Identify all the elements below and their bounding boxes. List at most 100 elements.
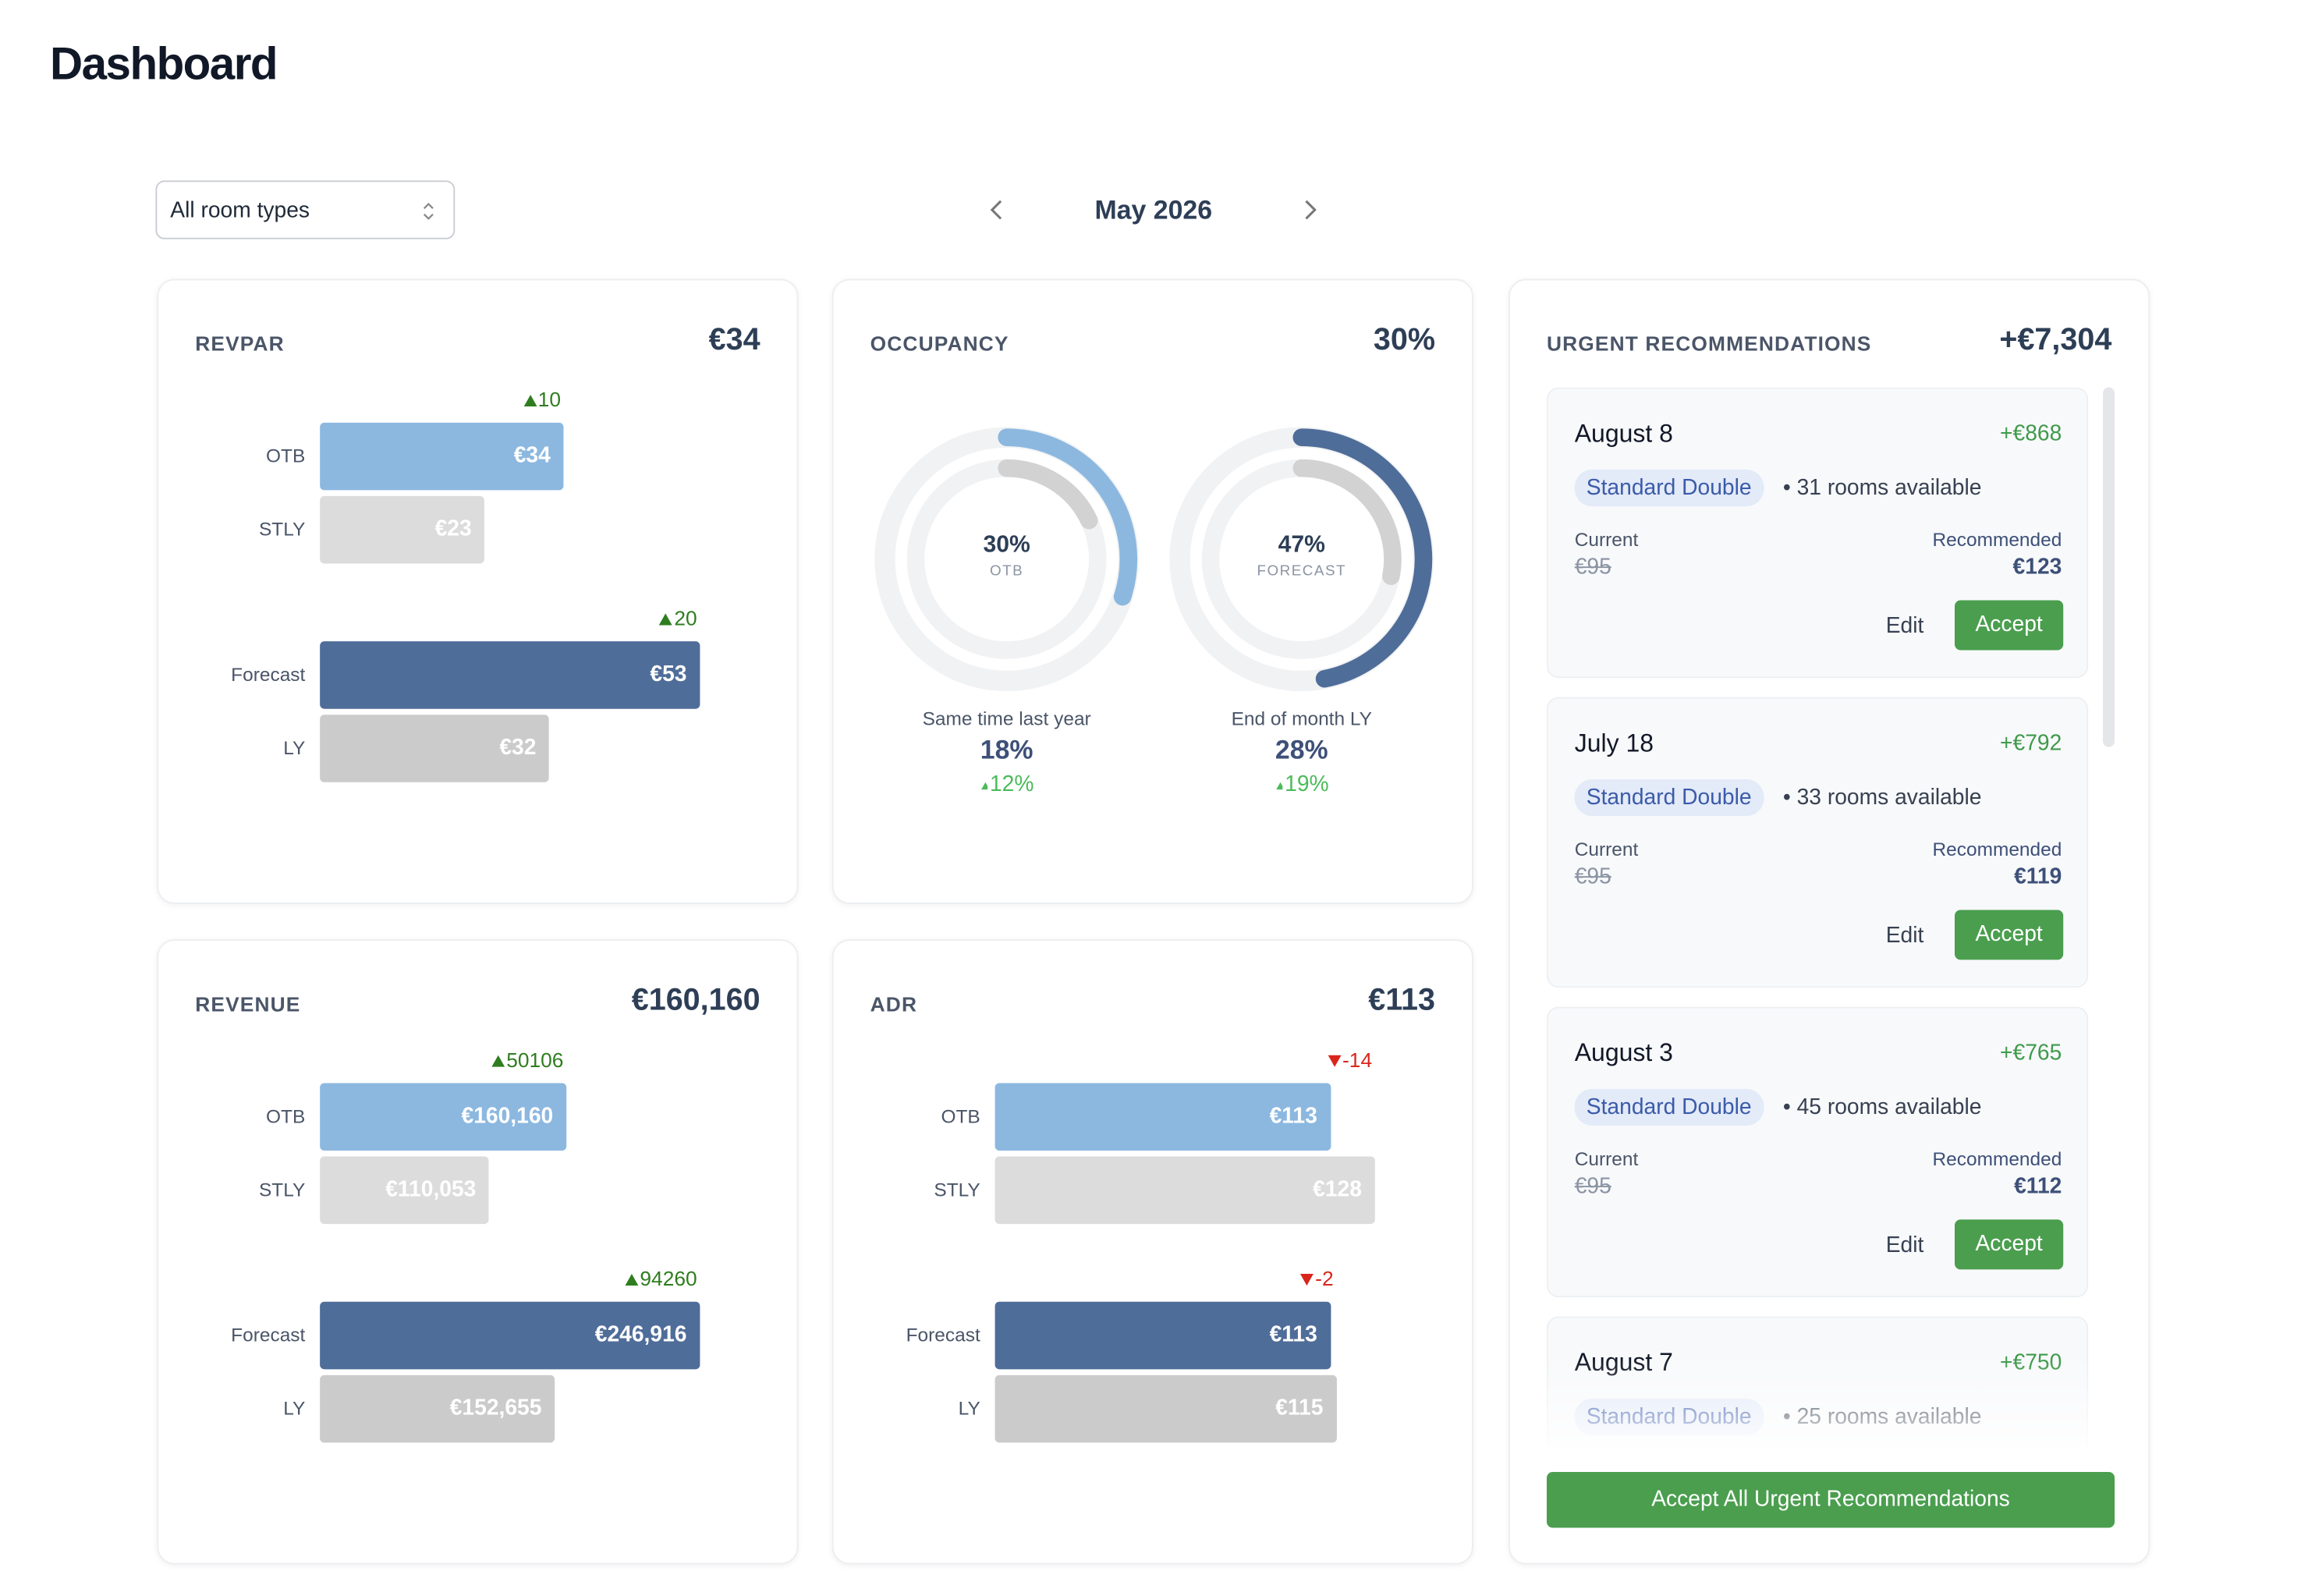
bar-label: STLY: [258, 518, 306, 541]
bar: €32: [320, 715, 550, 782]
edit-button[interactable]: Edit: [1885, 613, 1924, 639]
bar: €152,655: [320, 1374, 555, 1443]
trend-icon: [1328, 1054, 1342, 1066]
bar-value: €152,655: [449, 1396, 542, 1421]
metric-card: ADR €113 -14 OTB €113 STLY €128 -2 Forecast €113 L…: [831, 939, 1473, 1565]
bar: €110,053: [320, 1156, 490, 1225]
bar-value: €113: [1269, 1103, 1317, 1129]
card-total: €34: [708, 322, 760, 357]
accept-button[interactable]: Accept: [1954, 600, 2064, 651]
bar-value: €113: [1269, 1322, 1317, 1348]
current-label: Current: [1574, 838, 1639, 860]
item-date: August 3: [1574, 1039, 1673, 1067]
bar-value: €34: [513, 443, 551, 469]
trend-icon: [1277, 781, 1284, 789]
bar-value: €110,053: [385, 1176, 477, 1202]
delta-value: -14: [1342, 1048, 1373, 1072]
card-total: €113: [1368, 983, 1435, 1017]
delta-row: 20: [659, 606, 697, 630]
item-gain: +€868: [2000, 420, 2062, 446]
delta: 10: [523, 388, 561, 411]
item-date: August 8: [1574, 420, 1673, 448]
bar-label: Forecast: [906, 1324, 980, 1346]
bar-value: €53: [650, 661, 687, 687]
gauge-value: 30%: [983, 532, 1030, 558]
recommendation-item: August 8 +€868 Standard Double • 31 rooms a…: [1546, 387, 2089, 679]
metric-card: OCCUPANCY 30% 30% OTB Same time last year 18%…: [831, 278, 1473, 904]
gauge-caption: OTB: [990, 563, 1024, 580]
recommended-label: Recommended: [1932, 838, 2062, 860]
current-label: Current: [1574, 1147, 1639, 1170]
gauge-compare-arc: [998, 459, 1098, 530]
bar: €34: [320, 422, 564, 491]
edit-button[interactable]: Edit: [1885, 1232, 1924, 1258]
trend-icon: [491, 1054, 505, 1066]
next-month[interactable]: [1302, 198, 1320, 222]
item-date: July 18: [1574, 729, 1654, 757]
bar-label: Forecast: [231, 1324, 306, 1346]
room-tag: Standard Double: [1574, 1088, 1764, 1126]
bar-label: LY: [283, 736, 306, 759]
bar-value: €32: [499, 735, 537, 761]
current-label: Current: [1574, 528, 1639, 551]
room-tag: Standard Double: [1574, 779, 1764, 817]
card-title: OCCUPANCY: [870, 332, 1009, 356]
change-value: 12%: [989, 771, 1034, 797]
prev-month[interactable]: [987, 198, 1005, 222]
availability: • 45 rooms available: [1782, 1094, 1982, 1120]
select-arrows: [423, 202, 434, 220]
page-title: Dashboard: [49, 37, 278, 90]
accept-button[interactable]: Accept: [1954, 910, 2064, 960]
recommended-label: Recommended: [1932, 528, 2062, 551]
change-value: 19%: [1285, 771, 1329, 797]
accept-all-button[interactable]: Accept All Urgent Recommendations: [1546, 1472, 2115, 1528]
bar-label: STLY: [258, 1178, 306, 1201]
bar-label: OTB: [941, 1105, 980, 1127]
delta-value: -2: [1315, 1266, 1334, 1290]
trend-icon: [625, 1273, 639, 1286]
bar-label: Forecast: [231, 663, 306, 686]
current-price: €95: [1574, 1174, 1611, 1200]
bar-value: €128: [1313, 1176, 1362, 1202]
metric-card: REVENUE €160,160 50106 OTB €160,160 STLY €110,…: [157, 939, 799, 1565]
gauge-arc: [998, 428, 1138, 606]
card-total: 30%: [1373, 322, 1435, 357]
trend-icon: [1300, 1273, 1314, 1286]
room-type-select[interactable]: All room types: [155, 180, 456, 239]
bar-label: LY: [958, 1397, 980, 1420]
recommended-price: €123: [2012, 555, 2062, 580]
card-total: +€7,304: [1999, 322, 2112, 357]
delta-value: 94260: [640, 1266, 697, 1290]
gauge-value: 47%: [1278, 532, 1325, 558]
select-value: All room types: [170, 197, 310, 223]
delta-row: -2: [1300, 1266, 1334, 1290]
trend-icon: [659, 612, 673, 625]
delta: -14: [1328, 1048, 1372, 1071]
recommendations-card: URGENT RECOMMENDATIONS +€7,304 August 8 +€8…: [1509, 278, 2150, 1565]
delta: 50106: [491, 1048, 563, 1071]
bar: €53: [320, 641, 700, 709]
scrollbar: [2103, 387, 2115, 747]
delta-row: 50106: [491, 1048, 563, 1071]
room-tag: Standard Double: [1574, 470, 1764, 507]
availability: • 31 rooms available: [1782, 475, 1982, 501]
accept-button[interactable]: Accept: [1954, 1219, 2064, 1270]
edit-button[interactable]: Edit: [1885, 923, 1924, 949]
bar-value: €160,160: [461, 1103, 554, 1129]
bar-label: LY: [283, 1397, 306, 1420]
recommendation-item: August 3 +€765 Standard Double • 45 rooms a…: [1546, 1006, 2089, 1298]
bar: €160,160: [320, 1083, 567, 1151]
item-gain: +€765: [2000, 1040, 2062, 1066]
delta-value: 50106: [506, 1048, 564, 1072]
compare-value: 18%: [980, 735, 1034, 765]
bar: €113: [994, 1301, 1331, 1370]
card-title: ADR: [870, 991, 918, 1016]
gauges: [874, 427, 1434, 692]
metric-card: REVPAR €34 10 OTB €34 STLY €23 20 Forecast €53 LY €…: [157, 278, 799, 904]
card-total: €160,160: [631, 983, 760, 1017]
month-label: May 2026: [1094, 195, 1213, 225]
delta: -2: [1300, 1266, 1334, 1290]
compare-label: Same time last year: [922, 707, 1091, 730]
current-price: €95: [1574, 864, 1611, 890]
